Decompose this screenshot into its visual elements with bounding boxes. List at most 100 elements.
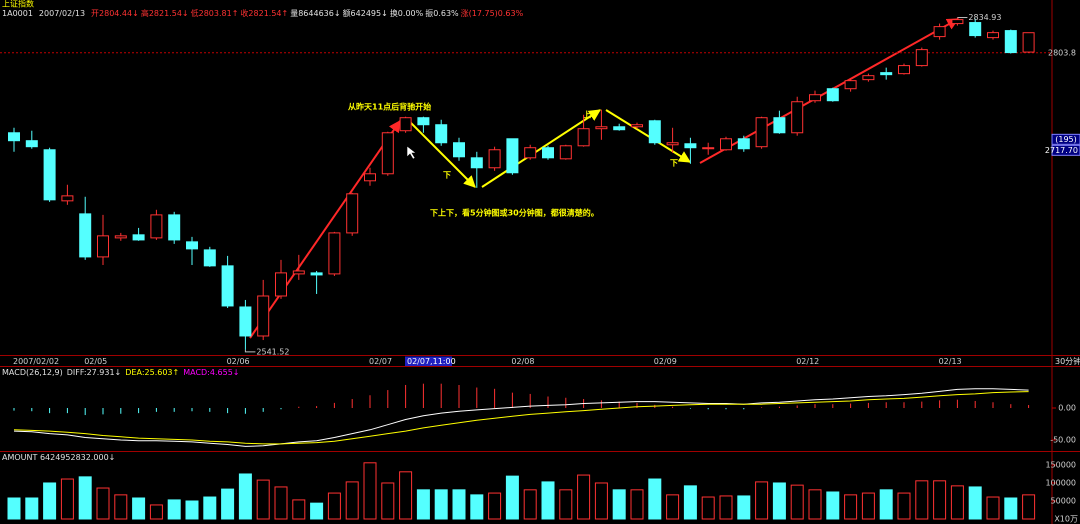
candle-body bbox=[364, 173, 376, 182]
volume-bar bbox=[256, 479, 270, 520]
candle-body bbox=[969, 22, 982, 37]
candle-body bbox=[844, 80, 857, 90]
volume-bar bbox=[968, 486, 982, 520]
quote-field: 量8644636↓ bbox=[290, 9, 340, 18]
candle-body bbox=[506, 138, 519, 174]
volume-bar bbox=[132, 497, 146, 520]
candle-body bbox=[933, 26, 946, 38]
cursor-time-box bbox=[405, 356, 452, 366]
wave-label: 下 bbox=[670, 159, 678, 168]
candle-body bbox=[755, 117, 768, 148]
volume-bar bbox=[78, 476, 92, 520]
candle-body bbox=[97, 235, 109, 258]
leader-line bbox=[244, 349, 256, 353]
candle-body bbox=[417, 117, 430, 126]
candle-body bbox=[168, 214, 181, 241]
legend-entry: DEA:25.603↑ bbox=[125, 368, 179, 377]
volume-bar bbox=[488, 492, 502, 520]
candle-body bbox=[257, 295, 270, 337]
trend-arrow bbox=[249, 120, 401, 339]
candle-body bbox=[114, 235, 127, 239]
candle-body bbox=[791, 101, 804, 134]
mouse-pointer bbox=[406, 145, 417, 160]
candle-body bbox=[381, 132, 394, 175]
volume-bar bbox=[310, 502, 324, 520]
candle-body bbox=[43, 149, 56, 201]
low-label: 2541.52 bbox=[256, 347, 289, 356]
legend: MACD(26,12,9) DIFF:27.931↓ DEA:25.603↑ MACD… bbox=[2, 368, 239, 377]
x-tick-label: 2007/02/02 bbox=[13, 357, 59, 366]
quote-field: 振0.63% bbox=[425, 8, 459, 18]
volume-bar bbox=[452, 489, 466, 520]
y-tick-label: -50.00 bbox=[1050, 436, 1076, 445]
cursor-index-box bbox=[1051, 133, 1080, 145]
volume-bar bbox=[470, 494, 484, 520]
volume-bar bbox=[238, 473, 252, 520]
candle-body bbox=[292, 270, 305, 275]
legend-entry: AMOUNT 6424952832.000↓ bbox=[2, 453, 115, 462]
wave-label: 上 bbox=[583, 110, 591, 120]
candle-body bbox=[186, 241, 198, 250]
candle-body bbox=[203, 249, 216, 267]
cursor-time: 02/07,11:00 bbox=[407, 357, 456, 366]
volume-bar bbox=[203, 496, 217, 520]
candle-body bbox=[453, 142, 465, 158]
quote-line: 1A0001 2007/02/13 开2804.44↓ 高2821.54↓ 低2803.… bbox=[2, 8, 524, 18]
candle-body bbox=[275, 272, 287, 297]
x-tick-label: 02/07 bbox=[369, 357, 392, 366]
candle-body bbox=[488, 149, 501, 169]
volume-bar bbox=[292, 499, 306, 520]
quote-field: 换0.00% bbox=[390, 8, 424, 18]
volume-bar bbox=[577, 474, 591, 520]
volume-bar bbox=[630, 489, 644, 520]
volume-bar bbox=[167, 499, 181, 520]
volume-bar bbox=[808, 489, 822, 520]
candle-body bbox=[737, 138, 750, 150]
annotation-title: 从昨天11点后背驰开始 bbox=[348, 102, 431, 112]
quote-field: 涨(17.75)0.63% bbox=[461, 8, 524, 18]
volume-bar bbox=[43, 482, 57, 520]
candle-body bbox=[631, 124, 643, 128]
volume-bar bbox=[933, 480, 947, 520]
legend-entry: DIFF:27.931↓ bbox=[67, 368, 122, 377]
volume-bar bbox=[345, 481, 359, 520]
candle-body bbox=[915, 49, 928, 67]
wave-arrow bbox=[409, 121, 476, 188]
volume-bar bbox=[986, 496, 1000, 520]
volume-bar bbox=[416, 489, 430, 520]
volume-bar bbox=[523, 489, 537, 520]
candle-body bbox=[826, 88, 839, 102]
candle-body bbox=[524, 147, 537, 159]
candle-body bbox=[559, 145, 572, 160]
candle-body bbox=[702, 147, 715, 150]
volume-bar bbox=[274, 486, 288, 520]
cursor-index: (195) bbox=[1055, 135, 1077, 144]
volume-bar bbox=[505, 475, 519, 520]
volume-bar bbox=[844, 494, 858, 520]
candle-body bbox=[346, 193, 359, 234]
candle-body bbox=[684, 143, 697, 149]
x-tick-label: 02/13 bbox=[939, 357, 962, 366]
volume-bar bbox=[381, 482, 395, 520]
macd-line bbox=[13, 388, 1029, 447]
candle-body bbox=[61, 195, 74, 202]
volume-bar bbox=[60, 478, 74, 520]
y-tick-label: 100000 bbox=[1045, 478, 1076, 487]
candle-body bbox=[987, 32, 999, 39]
period-label: 30分钟 bbox=[1055, 356, 1080, 366]
volume-bar bbox=[221, 488, 235, 520]
quote-field: 额642495↓ bbox=[343, 8, 388, 18]
volume-bar bbox=[541, 481, 555, 520]
candle-body bbox=[613, 126, 626, 131]
legend-entry: MACD(26,12,9) bbox=[2, 368, 63, 377]
candle-body bbox=[666, 142, 679, 146]
candle-body bbox=[470, 157, 483, 169]
y-tick-label: 150000 bbox=[1045, 460, 1076, 469]
x-tick-label: 02/12 bbox=[796, 357, 819, 366]
legend-entry: MACD:4.655↓ bbox=[183, 368, 239, 377]
volume-bar bbox=[861, 492, 875, 520]
volume-bar bbox=[114, 494, 128, 520]
volume-bar bbox=[327, 492, 341, 520]
